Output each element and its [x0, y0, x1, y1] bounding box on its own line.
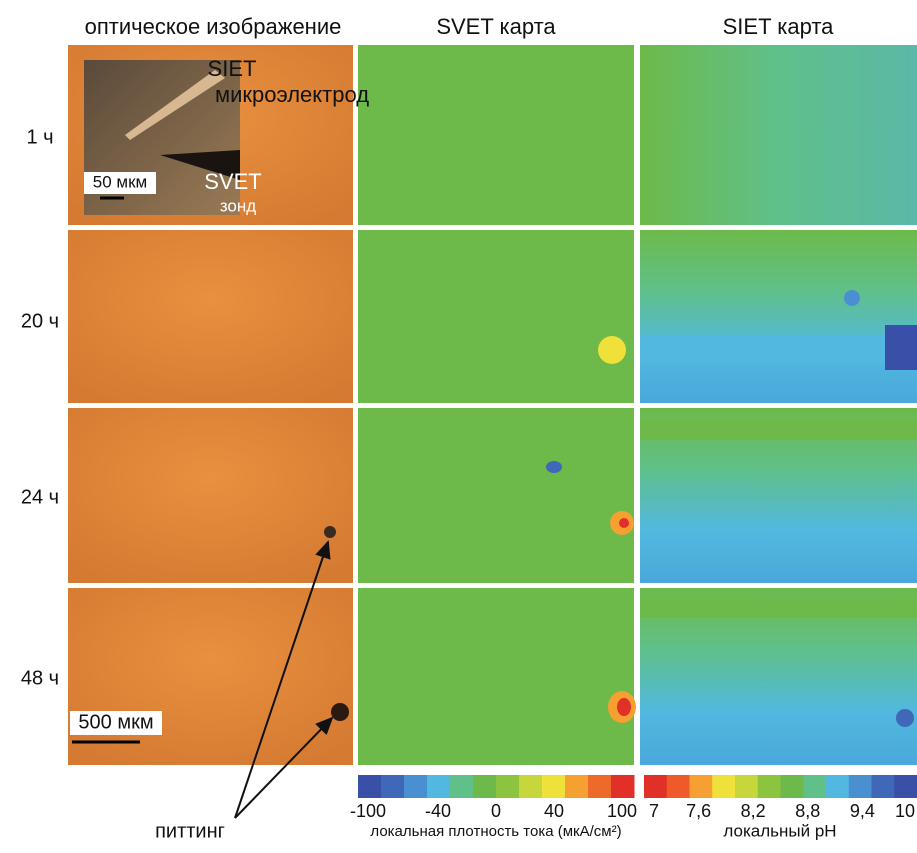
colorbar-segment [404, 775, 428, 798]
colorbar-segment [644, 775, 667, 798]
colorbar-tick-label: 100 [607, 801, 637, 821]
colorbar-segment [781, 775, 804, 798]
siet-band [640, 600, 917, 618]
siet-map [640, 230, 917, 403]
hotspot [617, 698, 631, 716]
colorbar-title: локальный pH [723, 821, 836, 840]
siet-band [640, 420, 917, 440]
colorbar-tick-label: 9,4 [850, 801, 875, 821]
colorbar-tick-label: 40 [544, 801, 564, 821]
colorbar-segment [712, 775, 735, 798]
siet-band [640, 335, 917, 363]
colorbar-tick-label: -40 [425, 801, 451, 821]
colorbar-segment [849, 775, 872, 798]
figure: оптическое изображение SVET карта SIET к… [0, 0, 917, 848]
optical-image [68, 408, 353, 583]
inset-label: SIET [208, 56, 257, 81]
colorbar-segment [565, 775, 589, 798]
annotation: питтинг [155, 820, 225, 842]
svet-map [358, 230, 634, 403]
colorbar-segment [542, 775, 566, 798]
panels [68, 45, 917, 818]
pit [331, 703, 349, 721]
colorbar-segment [427, 775, 451, 798]
colorbar-tick-label: 10 [895, 801, 915, 821]
colorbar-segment [588, 775, 612, 798]
inset-label: зонд [220, 196, 256, 215]
optical-image [68, 588, 353, 765]
colorbar-tick-label: 7 [649, 801, 659, 821]
column-header: оптическое изображение [85, 14, 342, 39]
colorbar-tick-label: 0 [491, 801, 501, 821]
siet-spot [896, 709, 914, 727]
colorbar-segment [690, 775, 713, 798]
hotspot [598, 336, 626, 364]
colorbar-segment [473, 775, 497, 798]
row-label: 24 ч [21, 486, 59, 508]
row-label: 1 ч [26, 126, 53, 148]
inset-scale: 50 мкм [93, 172, 147, 191]
colorbar-segment [803, 775, 826, 798]
row-label: 48 ч [21, 667, 59, 689]
colorbar-tick-label: 7,6 [686, 801, 711, 821]
pit [324, 526, 336, 538]
colorbar-title: локальная плотность тока (мкА/см²) [370, 823, 621, 840]
siet-spot [885, 325, 917, 370]
colorbar-segment [735, 775, 758, 798]
inset-label: SVET [204, 169, 261, 194]
colorbar-segment [381, 775, 405, 798]
colorbar-segment [450, 775, 474, 798]
colorbar-segment [826, 775, 849, 798]
svet-map [358, 45, 634, 225]
colorbar-segment [519, 775, 543, 798]
colorbar-segment [611, 775, 635, 798]
colorbar-tick-label: -100 [350, 801, 386, 821]
hotspot [619, 518, 629, 528]
colorbar-segment [358, 775, 382, 798]
column-header: SIET карта [723, 14, 835, 39]
colorbar-segment [667, 775, 690, 798]
siet-spot [844, 290, 860, 306]
colorbar-segment [894, 775, 917, 798]
svet-map [358, 408, 634, 583]
colorbar-segment [758, 775, 781, 798]
column-header: SVET карта [436, 14, 556, 39]
colorbar-tick-label: 8,8 [795, 801, 820, 821]
colorbar-segment [872, 775, 895, 798]
inset-label: микроэлектрод [215, 82, 369, 107]
row-label: 20 ч [21, 310, 59, 332]
hotspot [546, 461, 562, 473]
colorbar-segment [496, 775, 520, 798]
optical-image [68, 230, 353, 403]
colorbar-tick-label: 8,2 [741, 801, 766, 821]
svet-map [358, 588, 634, 765]
scale-label: 500 мкм [78, 711, 153, 733]
siet-map [640, 45, 917, 225]
